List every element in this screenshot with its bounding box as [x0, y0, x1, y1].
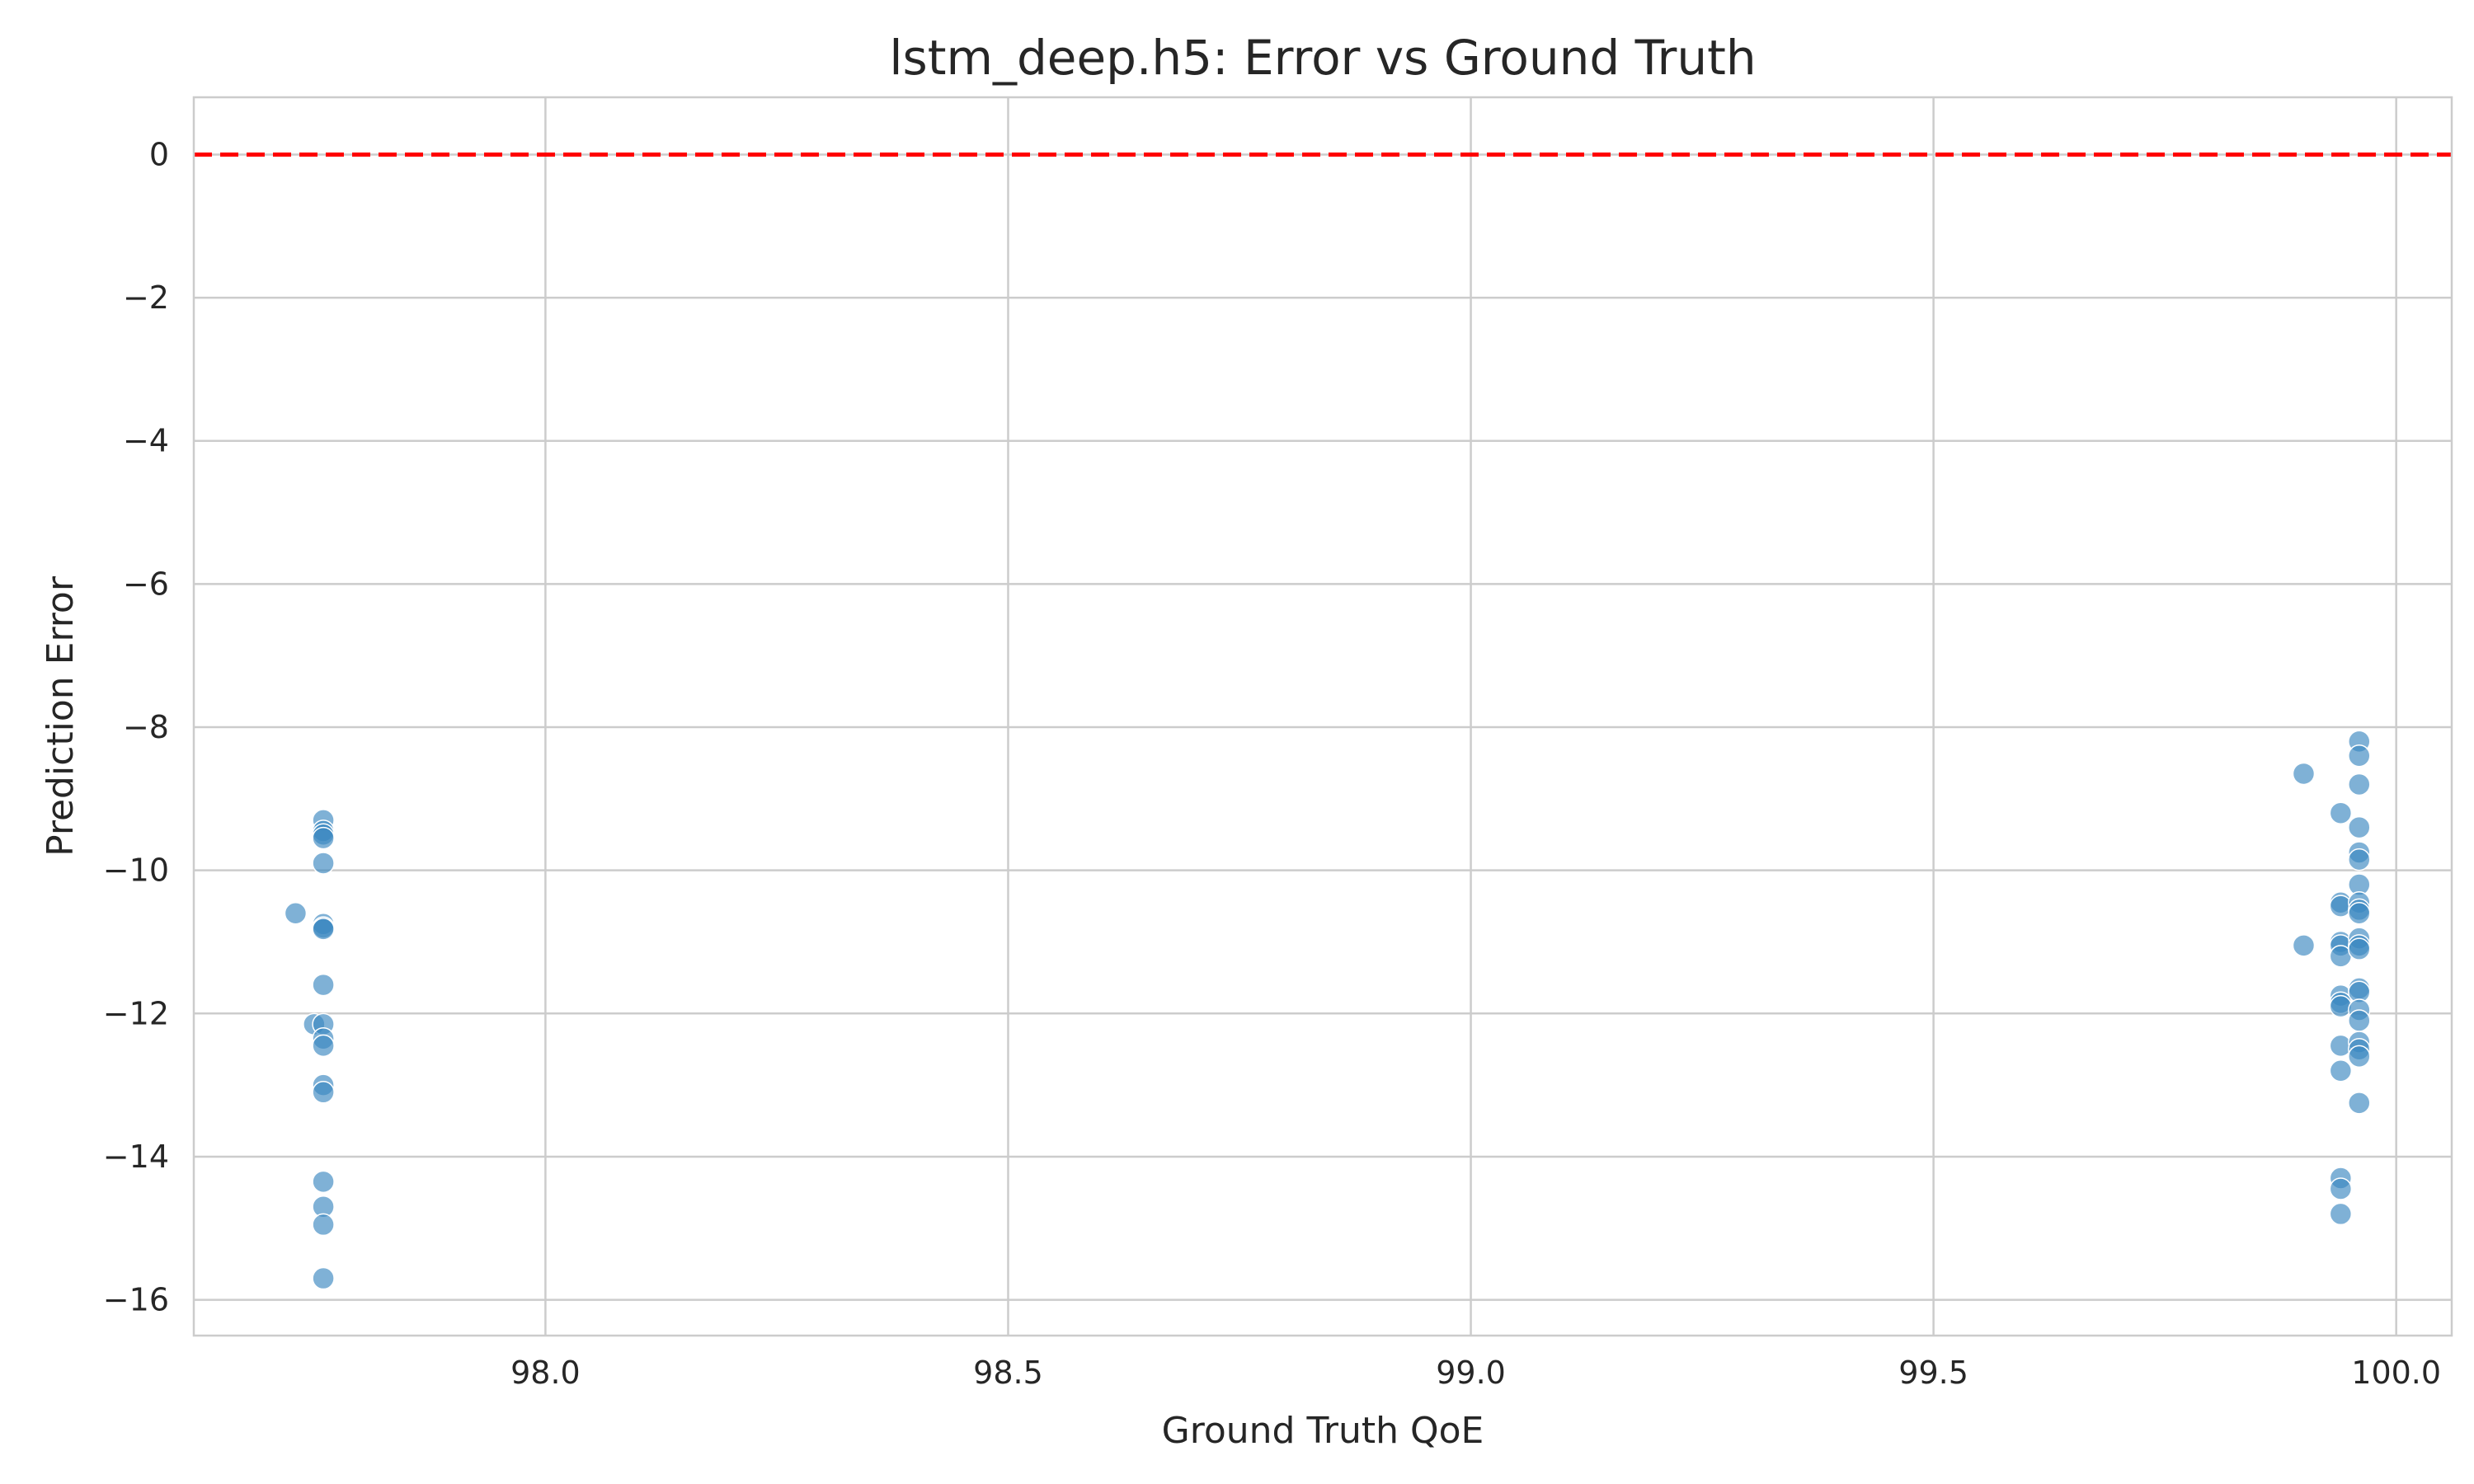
data-point [284, 902, 308, 925]
y-tick-label: −10 [103, 852, 169, 889]
data-point [312, 852, 335, 875]
x-tick-label: 99.0 [1436, 1355, 1506, 1391]
y-tick-label: −6 [123, 566, 169, 602]
x-tick-label: 98.5 [973, 1355, 1043, 1391]
data-point [312, 973, 335, 997]
data-point [2292, 762, 2316, 786]
data-point [2292, 934, 2316, 957]
data-point [312, 826, 335, 850]
x-tick-label: 100.0 [2351, 1355, 2441, 1391]
grid [194, 97, 2452, 1336]
data-point [2329, 1059, 2353, 1082]
data-point [2348, 902, 2371, 925]
data-point [2348, 1092, 2371, 1115]
data-point [2329, 1202, 2353, 1226]
data-point [2329, 801, 2353, 824]
data-point [2348, 848, 2371, 871]
y-tick-label: −2 [123, 279, 169, 316]
x-tick-label: 98.0 [510, 1355, 581, 1391]
y-tick-label: −4 [123, 423, 169, 459]
data-point [2329, 994, 2353, 1018]
data-point [312, 1170, 335, 1194]
y-tick-label: −16 [103, 1282, 169, 1318]
data-point [2329, 1034, 2353, 1058]
x-tick-label: 99.5 [1898, 1355, 1968, 1391]
data-point [312, 1266, 335, 1290]
data-point [2348, 773, 2371, 796]
data-point [312, 918, 335, 941]
data-point [2329, 1177, 2353, 1200]
data-point [312, 1213, 335, 1237]
y-tick-label: 0 [149, 136, 169, 172]
y-axis-label: Prediction Error [40, 575, 82, 857]
data-point [312, 1034, 335, 1058]
y-tick-labels: 0 −2 −4 −6 −8 −10 −12 −14 −16 [103, 136, 169, 1317]
data-points [284, 730, 2371, 1290]
chart-title: lstm_deep.h5: Error vs Ground Truth [889, 30, 1756, 86]
data-point [2348, 1009, 2371, 1032]
data-point [2348, 815, 2371, 839]
y-tick-label: −14 [103, 1139, 169, 1175]
x-tick-labels: 98.0 98.5 99.0 99.5 100.0 [510, 1355, 2441, 1391]
x-axis-label: Ground Truth QoE [1162, 1410, 1484, 1452]
y-tick-label: −8 [123, 709, 169, 745]
data-point [2348, 744, 2371, 768]
data-point [312, 1081, 335, 1104]
plot-frame [192, 96, 2453, 1337]
y-tick-label: −12 [103, 995, 169, 1031]
data-point [2348, 937, 2371, 960]
data-point [2348, 1045, 2371, 1068]
